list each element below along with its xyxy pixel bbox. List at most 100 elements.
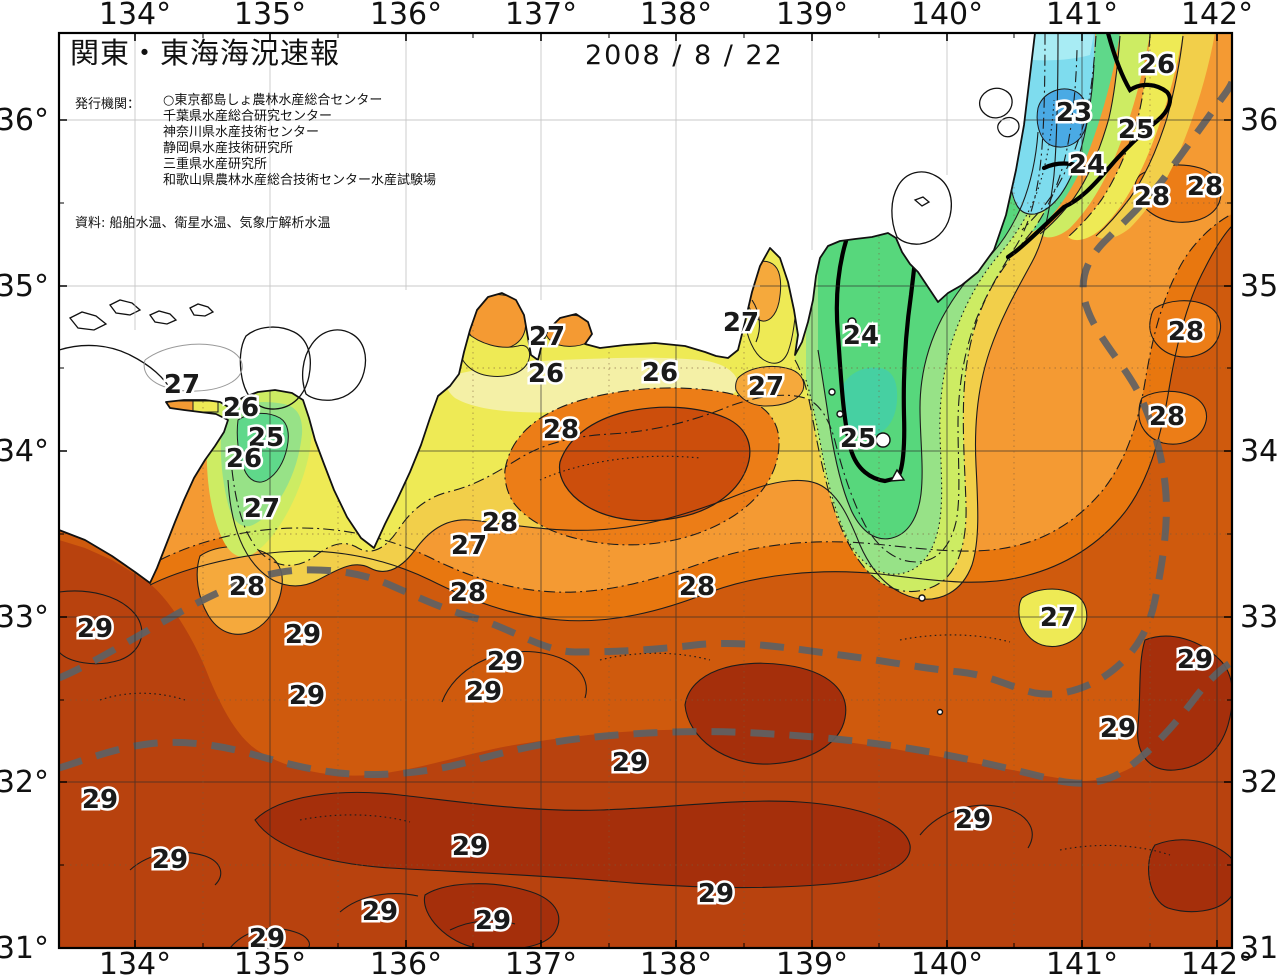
lon-label-bottom: 138°	[640, 947, 712, 980]
lon-label-top: 140°	[911, 0, 983, 32]
issuing-agencies: 発行機関： ○東京都島しょ農林水産総合センター 千葉県水産総合研究センター 神奈川県…	[75, 93, 436, 189]
lon-label-top: 139°	[776, 0, 848, 32]
temp-label: 27	[723, 308, 759, 338]
thick-contours	[834, 33, 1172, 484]
islands	[828, 317, 944, 716]
temp-label: 25	[840, 424, 876, 454]
map-frame	[57, 31, 1234, 950]
temp-label: 26	[1139, 50, 1175, 80]
temp-label: 25	[1118, 115, 1154, 145]
page-title: 関東・東海海況速報	[70, 36, 341, 70]
temp-label: 29	[285, 620, 321, 650]
lat-label-left: 36°	[0, 103, 49, 138]
report-date: 2008 / 8 / 22	[585, 40, 784, 71]
lon-label-bottom: 137°	[505, 947, 577, 980]
temp-label: 29	[487, 647, 523, 677]
cold-core-24-5	[841, 367, 898, 437]
data-source-note: 資料: 船舶水温、衛星水温、気象庁解析水温	[75, 216, 331, 231]
temp-label: 23	[1056, 98, 1092, 128]
temp-label: 28	[1149, 402, 1185, 432]
lon-label-bottom: 135°	[234, 947, 306, 980]
lat-label-left: 35°	[0, 269, 49, 304]
lat-label-left: 32°	[0, 765, 49, 800]
temp-label: 28	[482, 508, 518, 538]
lon-label-top: 138°	[640, 0, 712, 32]
lat-label-left: 31°	[0, 931, 49, 966]
axis-ticks	[59, 33, 1232, 948]
coast-decor	[59, 87, 1020, 410]
temp-label: 24	[1069, 150, 1105, 180]
lat-label-right: 34°	[1240, 434, 1280, 469]
lat-label-right: 31°	[1240, 931, 1280, 966]
temp-label: 28	[679, 572, 715, 602]
eddy-core	[558, 406, 751, 522]
lon-label-bottom: 134°	[99, 947, 171, 980]
land-honshu	[59, 33, 1036, 584]
temp-label: 28	[450, 578, 486, 608]
temp-label: 29	[612, 748, 648, 778]
issuer-label: 発行機関：	[75, 97, 141, 112]
temp-label: 29	[698, 879, 734, 909]
temp-label: 27	[451, 531, 487, 561]
temp-label: 26	[226, 444, 262, 474]
inland-contour	[143, 343, 243, 392]
temp-label: 28	[1134, 182, 1170, 212]
temp-label: 26	[528, 359, 564, 389]
lon-label-bottom: 140°	[911, 947, 983, 980]
issuer-org: 和歌山県農林水産総合技術センター水産試験場	[163, 173, 437, 188]
temp-label: 29	[289, 681, 325, 711]
temp-label: 29	[466, 677, 502, 707]
lon-label-top: 136°	[370, 0, 442, 32]
temp-label: 27	[748, 372, 784, 402]
contour-lines	[59, 33, 1232, 948]
lat-label-right: 35°	[1240, 269, 1280, 304]
temp-label: 29	[82, 785, 118, 815]
temp-label: 29	[152, 845, 188, 875]
lat-label-right: 33°	[1240, 600, 1280, 635]
kuroshio-axis	[59, 80, 1232, 787]
lon-label-bottom: 136°	[370, 947, 442, 980]
lon-label-top: 135°	[234, 0, 306, 32]
temp-label: 29	[362, 897, 398, 927]
temp-label: 28	[1168, 317, 1204, 347]
temp-label: 28	[1187, 172, 1223, 202]
temp-label: 26	[223, 393, 259, 423]
temp-label: 28	[543, 415, 579, 445]
temp-label: 26	[642, 358, 678, 388]
issuer-org: 千葉県水産総合研究センター	[163, 109, 333, 124]
warm-pockets	[196, 164, 1222, 647]
temp-label: 27	[529, 322, 565, 352]
lon-label-bottom: 141°	[1046, 947, 1118, 980]
issuer-org: 静岡県水産技術研究所	[163, 141, 294, 156]
temp-label: 29	[475, 906, 511, 936]
lat-label-right: 36°	[1240, 103, 1280, 138]
temp-label: 29	[249, 924, 285, 954]
issuer-org-list: ○東京都島しょ農林水産総合センター 千葉県水産総合研究センター 神奈川県水産技術セン…	[163, 93, 436, 189]
lat-label-right: 32°	[1240, 765, 1280, 800]
lon-label-bottom: 142°	[1181, 947, 1253, 980]
temp-label: 29	[1100, 714, 1136, 744]
lon-label-top: 142°	[1181, 0, 1253, 32]
issuer-org: ○東京都島しょ農林水産総合センター	[163, 93, 383, 108]
lon-label-top: 137°	[505, 0, 577, 32]
temp-label: 29	[955, 805, 991, 835]
temp-label: 27	[164, 370, 200, 400]
temp-label: 27	[1040, 603, 1076, 633]
graticule-land	[59, 33, 1010, 340]
lon-label-top: 134°	[99, 0, 171, 32]
lon-label-top: 141°	[1046, 0, 1118, 32]
temp-label: 29	[452, 832, 488, 862]
sea-layer	[59, 33, 1232, 948]
temp-label: 29	[77, 614, 113, 644]
issuer-org: 三重県水産研究所	[163, 157, 268, 172]
issuer-org: 神奈川県水産技術センター	[163, 125, 320, 140]
temp-label: 29	[1177, 645, 1213, 675]
lon-label-bottom: 139°	[776, 947, 848, 980]
lat-label-left: 33°	[0, 600, 49, 635]
temp-label: 27	[244, 494, 280, 524]
lat-label-left: 34°	[0, 434, 49, 469]
